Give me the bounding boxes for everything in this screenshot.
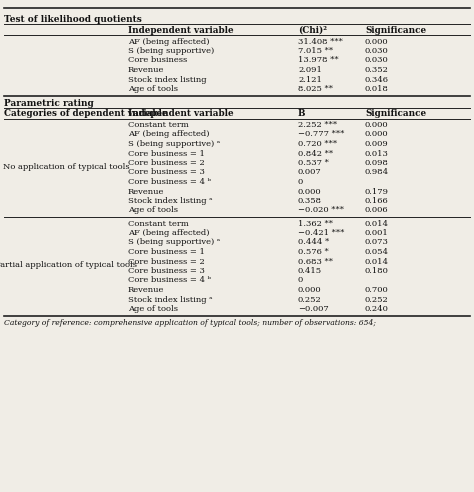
Text: 13.978 **: 13.978 ** [298, 57, 338, 64]
Text: Test of likelihood quotients: Test of likelihood quotients [4, 15, 142, 24]
Text: 0.240: 0.240 [365, 305, 389, 313]
Text: 0.007: 0.007 [298, 168, 322, 177]
Text: 0.166: 0.166 [365, 197, 389, 205]
Text: Core business = 1: Core business = 1 [128, 248, 205, 256]
Text: Independent variable: Independent variable [128, 110, 234, 119]
Text: Category of reference: comprehensive application of typical tools; number of obs: Category of reference: comprehensive app… [4, 319, 376, 327]
Text: Age of tools: Age of tools [128, 85, 178, 93]
Text: 0.842 **: 0.842 ** [298, 150, 333, 157]
Text: 0.000: 0.000 [298, 286, 322, 294]
Text: 8.025 **: 8.025 ** [298, 85, 333, 93]
Text: 0.358: 0.358 [298, 197, 322, 205]
Text: (Chi)²: (Chi)² [298, 26, 327, 35]
Text: S (being supportive): S (being supportive) [128, 47, 214, 55]
Text: −0.421 ***: −0.421 *** [298, 229, 345, 237]
Text: 0.252: 0.252 [298, 296, 322, 304]
Text: 0.444 *: 0.444 * [298, 239, 329, 246]
Text: 2.252 ***: 2.252 *** [298, 121, 337, 129]
Text: 0.179: 0.179 [365, 187, 389, 195]
Text: AF (being affected): AF (being affected) [128, 229, 210, 237]
Text: 0.415: 0.415 [298, 267, 322, 275]
Text: 0.984: 0.984 [365, 168, 389, 177]
Text: 2.091: 2.091 [298, 66, 322, 74]
Text: Core business: Core business [128, 57, 187, 64]
Text: 0: 0 [298, 277, 303, 284]
Text: 0.000: 0.000 [298, 187, 322, 195]
Text: No application of typical tools: No application of typical tools [3, 162, 129, 171]
Text: 0.054: 0.054 [365, 248, 389, 256]
Text: 0.018: 0.018 [365, 85, 389, 93]
Text: 2.121: 2.121 [298, 75, 322, 84]
Text: 0.006: 0.006 [365, 207, 389, 215]
Text: 0.720 ***: 0.720 *** [298, 140, 337, 148]
Text: Significance: Significance [365, 26, 426, 35]
Text: Independent variable: Independent variable [128, 26, 234, 35]
Text: Categories of dependent variable: Categories of dependent variable [4, 110, 167, 119]
Text: Core business = 1: Core business = 1 [128, 150, 205, 157]
Text: 1.362 **: 1.362 ** [298, 219, 333, 227]
Text: 0.013: 0.013 [365, 150, 389, 157]
Text: Parametric rating: Parametric rating [4, 98, 94, 107]
Text: −0.020 ***: −0.020 *** [298, 207, 344, 215]
Text: Revenue: Revenue [128, 187, 164, 195]
Text: 0.346: 0.346 [365, 75, 389, 84]
Text: Core business = 4 ᵇ: Core business = 4 ᵇ [128, 277, 211, 284]
Text: 0.252: 0.252 [365, 296, 389, 304]
Text: Core business = 4 ᵇ: Core business = 4 ᵇ [128, 178, 211, 186]
Text: Constant term: Constant term [128, 121, 189, 129]
Text: Age of tools: Age of tools [128, 305, 178, 313]
Text: Partial application of typical tools: Partial application of typical tools [0, 261, 137, 269]
Text: 0.030: 0.030 [365, 57, 389, 64]
Text: Core business = 3: Core business = 3 [128, 267, 205, 275]
Text: 0.030: 0.030 [365, 47, 389, 55]
Text: Revenue: Revenue [128, 66, 164, 74]
Text: 31.408 ***: 31.408 *** [298, 37, 343, 45]
Text: S (being supportive) ᵃ: S (being supportive) ᵃ [128, 140, 220, 148]
Text: S (being supportive) ᵃ: S (being supportive) ᵃ [128, 239, 220, 246]
Text: 0.073: 0.073 [365, 239, 389, 246]
Text: 0.014: 0.014 [365, 257, 389, 266]
Text: Age of tools: Age of tools [128, 207, 178, 215]
Text: Core business = 3: Core business = 3 [128, 168, 205, 177]
Text: 0.000: 0.000 [365, 121, 389, 129]
Text: 0.180: 0.180 [365, 267, 389, 275]
Text: 0.009: 0.009 [365, 140, 389, 148]
Text: Constant term: Constant term [128, 219, 189, 227]
Text: 0.000: 0.000 [365, 37, 389, 45]
Text: Stock index listing ᵃ: Stock index listing ᵃ [128, 296, 212, 304]
Text: Revenue: Revenue [128, 286, 164, 294]
Text: 0.014: 0.014 [365, 219, 389, 227]
Text: 0.352: 0.352 [365, 66, 389, 74]
Text: Core business = 2: Core business = 2 [128, 159, 205, 167]
Text: 0: 0 [298, 178, 303, 186]
Text: AF (being affected): AF (being affected) [128, 130, 210, 139]
Text: −0.777 ***: −0.777 *** [298, 130, 345, 139]
Text: 0.576 *: 0.576 * [298, 248, 329, 256]
Text: Significance: Significance [365, 110, 426, 119]
Text: 0.700: 0.700 [365, 286, 389, 294]
Text: AF (being affected): AF (being affected) [128, 37, 210, 45]
Text: −0.007: −0.007 [298, 305, 329, 313]
Text: Stock index listing ᵃ: Stock index listing ᵃ [128, 197, 212, 205]
Text: Stock index listing: Stock index listing [128, 75, 207, 84]
Text: 0.001: 0.001 [365, 229, 389, 237]
Text: 0.683 **: 0.683 ** [298, 257, 333, 266]
Text: Core business = 2: Core business = 2 [128, 257, 205, 266]
Text: 0.537 *: 0.537 * [298, 159, 329, 167]
Text: B: B [298, 110, 306, 119]
Text: 7.015 **: 7.015 ** [298, 47, 333, 55]
Text: 0.098: 0.098 [365, 159, 389, 167]
Text: 0.000: 0.000 [365, 130, 389, 139]
